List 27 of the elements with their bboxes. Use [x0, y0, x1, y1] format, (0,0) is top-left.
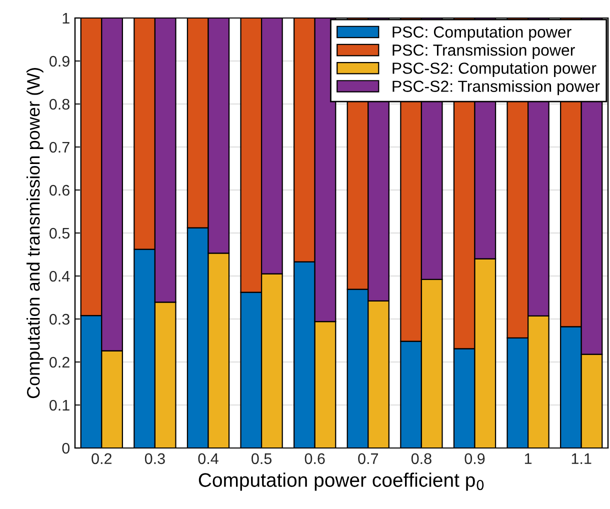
x-tick-label: 1.1 — [572, 453, 592, 464]
y-tick-label: 0.8 — [50, 98, 70, 110]
legend-label: PSC-S2: Computation power — [392, 62, 596, 78]
x-tick-label: 0.4 — [198, 453, 218, 464]
x-axis-title: Computation power coefficient p$_{0}$ — [198, 472, 484, 491]
legend-label: PSC: Computation power — [392, 26, 572, 41]
y-tick-label: 0.4 — [50, 270, 70, 282]
x-tick-label: 1 — [524, 453, 532, 464]
y-tick-label: 0.3 — [50, 314, 70, 325]
x-tick-label: 0.2 — [92, 453, 112, 464]
x-tick-label: 0.9 — [464, 453, 485, 464]
x-tick-label: 0.3 — [144, 453, 165, 464]
y-tick-label: 0.5 — [50, 228, 70, 239]
y-tick-label: 0.7 — [50, 142, 70, 153]
y-tick-label: 0.2 — [50, 356, 70, 368]
y-tick-label: 0.9 — [50, 56, 70, 67]
legend-label: PSC: Transmission power — [392, 44, 575, 59]
y-tick-label: 0.6 — [50, 184, 70, 196]
x-tick-label: 0.5 — [252, 453, 272, 464]
y-axis-title: Computation and transmission power (W) — [26, 68, 44, 398]
x-tick-label: 0.8 — [411, 453, 432, 464]
x-tick-label: 0.6 — [304, 453, 325, 464]
legend-label: PSC-S2: Transmission power — [392, 80, 600, 96]
x-tick-label: 0.7 — [358, 453, 378, 464]
y-tick-label: 1 — [62, 13, 70, 24]
y-tick-label: 0 — [62, 442, 70, 454]
y-tick-label: 0.1 — [50, 400, 70, 411]
